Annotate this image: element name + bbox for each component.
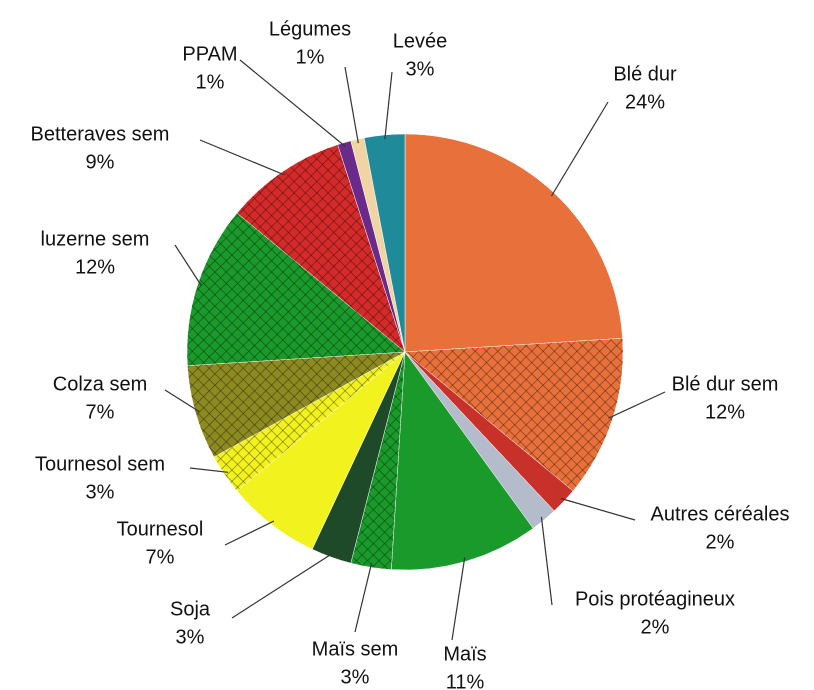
leader-line xyxy=(560,497,636,521)
slice-label: Levée xyxy=(393,30,448,52)
leader-line xyxy=(199,139,285,176)
leader-line xyxy=(189,467,229,473)
slice-label: luzerne sem xyxy=(41,228,150,250)
slice-hatch xyxy=(405,338,623,491)
pie-slice xyxy=(404,133,623,353)
slice-label: Blé dur sem xyxy=(672,373,779,395)
slice-label: Autres céréales xyxy=(651,503,790,525)
slice-hatch xyxy=(213,352,405,491)
slice-hatch xyxy=(237,144,405,352)
slice-hatch xyxy=(187,352,405,458)
slice-value: 12% xyxy=(75,256,115,278)
slice-label: Betteraves sem xyxy=(31,123,170,145)
slice-value: 24% xyxy=(625,91,665,113)
slice-label: Légumes xyxy=(269,18,351,40)
slice-label: Tournesol xyxy=(117,518,204,540)
slice-label: Colza sem xyxy=(53,373,147,395)
leader-line xyxy=(231,552,333,619)
leader-line xyxy=(451,557,466,641)
slice-value: 9% xyxy=(86,151,115,173)
leader-line xyxy=(174,244,202,287)
slice-hatch xyxy=(187,213,405,366)
slice-value: 3% xyxy=(176,626,205,648)
slice-value: 11% xyxy=(446,671,485,690)
leader-line xyxy=(384,71,393,140)
leader-line xyxy=(164,389,200,413)
slice-label: PPAM xyxy=(182,43,237,65)
slice-label: Blé dur xyxy=(613,63,677,85)
leader-line xyxy=(354,563,373,633)
slice-value: 7% xyxy=(146,546,175,568)
slice-label: Tournesol sem xyxy=(35,453,165,475)
leader-line xyxy=(344,66,359,144)
leader-line xyxy=(608,391,666,419)
slice-value: 2% xyxy=(706,531,735,553)
slice-label: Maïs sem xyxy=(312,638,399,660)
slice-value: 1% xyxy=(196,71,225,93)
leader-line xyxy=(540,516,553,606)
pie-slice xyxy=(363,133,406,353)
slice-label: Pois protéagineux xyxy=(575,588,735,610)
slice-label: Soja xyxy=(170,598,211,620)
slice-value: 12% xyxy=(705,401,745,423)
leader-line xyxy=(550,101,609,197)
slice-label: Maïs xyxy=(443,643,486,665)
pie-slice xyxy=(391,351,534,571)
slice-value: 2% xyxy=(641,616,670,638)
slice-value: 7% xyxy=(86,401,115,423)
leader-line xyxy=(224,520,275,546)
slice-value: 3% xyxy=(406,58,435,80)
slice-value: 3% xyxy=(86,481,115,503)
leader-line xyxy=(239,59,346,147)
slice-hatch xyxy=(350,352,405,570)
slice-value: 3% xyxy=(341,666,370,688)
slice-value: 1% xyxy=(296,46,325,68)
